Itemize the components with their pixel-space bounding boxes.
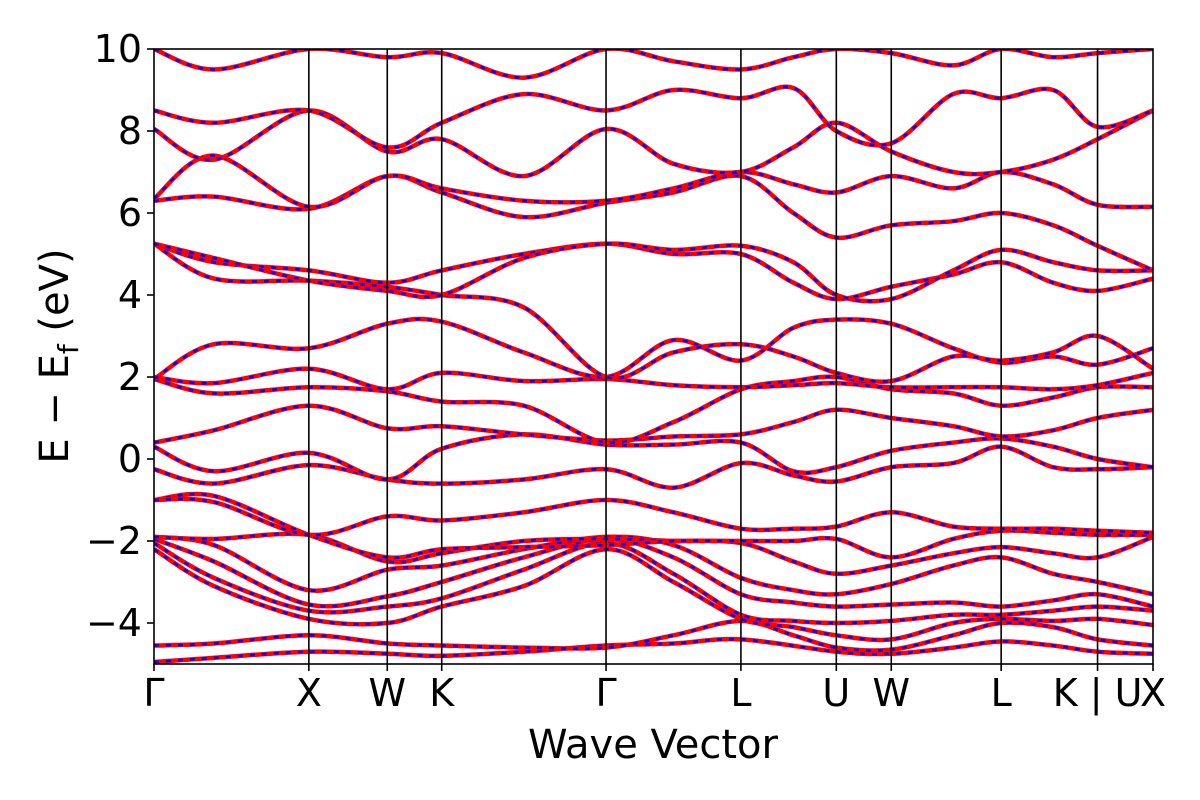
x-tick-label-4: Γ — [595, 671, 616, 715]
band-dashed-22 — [154, 49, 1153, 80]
band-line-10 — [154, 432, 1153, 482]
band-dashed-16 — [154, 242, 1153, 301]
x-tick-label-0: Γ — [143, 671, 164, 715]
x-tick-label-9: K | U — [1053, 671, 1143, 716]
band-dashed-19 — [154, 154, 1153, 209]
y-axis-label: E − Ef (eV) — [32, 248, 85, 463]
kpoint-lines — [308, 49, 1099, 664]
y-axis-label-subscript: f — [52, 343, 85, 354]
band-line-20 — [154, 108, 1153, 179]
band-dashed-8 — [154, 497, 1153, 537]
band-dashed-13 — [154, 367, 1153, 391]
band-line-19 — [154, 153, 1153, 210]
y-tick-label-4: 4 — [118, 273, 142, 317]
y-tick-label-1: −2 — [86, 519, 142, 563]
y-axis-label-unit: (eV) — [32, 248, 78, 344]
y-tick-label-7: 10 — [94, 27, 142, 71]
y-tick-label-6: 8 — [118, 109, 142, 153]
band-dashed-15 — [154, 242, 1153, 383]
x-tick-label-5: L — [730, 671, 751, 715]
band-dashed-0 — [154, 637, 1153, 664]
y-ticks: −4 −2 0 2 4 6 8 10 — [86, 27, 154, 645]
band-line-22 — [154, 49, 1153, 80]
y-tick-label-0: −4 — [86, 601, 142, 645]
band-dashed-5 — [154, 535, 1153, 596]
band-dashed-4 — [154, 537, 1153, 608]
plot-frame — [153, 48, 1154, 665]
band-line-3 — [154, 540, 1153, 626]
x-tick-label-8: L — [991, 671, 1012, 715]
x-tick-label-3: K — [429, 671, 455, 715]
band-line-21 — [154, 84, 1153, 150]
band-dashed-17 — [154, 242, 1153, 303]
band-dashed-12 — [154, 375, 1153, 445]
x-tick-label-2: W — [368, 671, 406, 715]
x-tick-label-6: U — [822, 671, 850, 715]
band-dashed-10 — [154, 433, 1153, 481]
band-dashed-11 — [154, 404, 1153, 444]
x-tick-label-10: X — [1140, 671, 1166, 715]
band-dashed-2 — [154, 547, 1153, 642]
y-tick-label-3: 2 — [118, 355, 142, 399]
band-line-18 — [154, 173, 1153, 273]
band-dashed-20 — [154, 109, 1153, 178]
y-axis-label-main: E − E — [32, 354, 78, 464]
x-axis-label: Wave Vector — [528, 722, 779, 768]
bands-layer — [154, 49, 1153, 664]
band-line-0 — [154, 636, 1153, 664]
y-tick-label-2: 0 — [118, 437, 142, 481]
band-line-9 — [154, 444, 1153, 490]
band-dashed-18 — [154, 174, 1153, 272]
x-tick-label-1: X — [296, 671, 322, 715]
band-dashed-7 — [154, 492, 1153, 560]
y-tick-label-5: 6 — [118, 191, 142, 235]
band-dashed-1 — [154, 619, 1153, 652]
x-tick-label-7: W — [872, 671, 910, 715]
